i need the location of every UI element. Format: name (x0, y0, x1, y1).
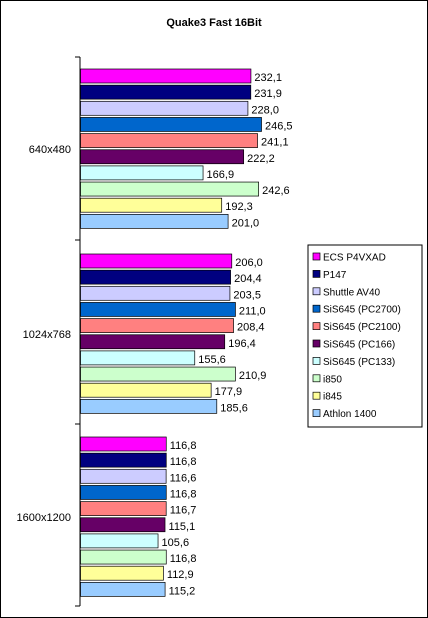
legend-swatch (312, 322, 321, 330)
legend-label: SiS645 (PC166) (323, 340, 395, 351)
bar (80, 100, 249, 116)
bar (80, 565, 164, 581)
bar (80, 68, 252, 84)
data-label: 155,6 (198, 354, 226, 366)
data-label: 116,7 (170, 505, 197, 517)
legend-swatch (312, 409, 321, 417)
bar (80, 84, 252, 100)
bar (80, 253, 233, 269)
data-label: 196,4 (228, 338, 256, 350)
bar (80, 581, 166, 597)
legend-label: ECS P4VXAD (323, 253, 386, 264)
legend-label: Athlon 1400 (323, 409, 377, 420)
data-label: 116,8 (170, 456, 197, 468)
bar (80, 181, 259, 197)
data-label: 116,8 (170, 440, 197, 452)
bar (80, 399, 218, 414)
bar (80, 350, 196, 366)
bar (80, 269, 231, 285)
legend-label: i850 (323, 374, 342, 385)
bar (80, 214, 229, 229)
legend: ECS P4VXAD P147 Shuttle AV40 SiS645 (PC2700… (307, 244, 423, 428)
category-label: 1024x768 (23, 329, 71, 341)
data-label: 204,4 (234, 273, 262, 285)
data-label: 115,2 (169, 585, 196, 597)
legend-box (307, 244, 423, 428)
data-label: 210,9 (239, 370, 267, 382)
data-label: 116,8 (170, 553, 197, 565)
bar (80, 382, 212, 398)
bar (80, 149, 245, 165)
legend-swatch (312, 339, 321, 348)
category-label: 1600x1200 (17, 512, 71, 524)
legend-swatch (312, 304, 321, 313)
data-label: 105,6 (162, 537, 190, 549)
bar (80, 285, 231, 301)
legend-swatch (312, 357, 321, 365)
legend-swatch (312, 270, 321, 278)
data-label: 177,9 (215, 386, 243, 398)
data-label: 246,5 (265, 120, 293, 132)
data-label: 222,2 (247, 153, 275, 165)
data-label: 115,1 (169, 521, 196, 533)
bar (80, 517, 166, 533)
legend-swatch (312, 287, 321, 296)
data-label: 201,0 (232, 217, 260, 229)
bar (80, 549, 167, 565)
legend-swatch (312, 374, 321, 383)
bar (80, 318, 234, 333)
bar (80, 533, 159, 549)
bar (80, 485, 167, 500)
data-label: 206,0 (235, 257, 263, 269)
legend-swatch (312, 391, 321, 400)
category-label: 640x480 (29, 144, 71, 156)
legend-label: P147 (323, 270, 347, 281)
bar (80, 334, 226, 350)
data-label: 116,6 (170, 472, 197, 484)
data-label: 203,5 (233, 289, 261, 301)
data-label: 241,1 (261, 137, 289, 149)
bar (80, 366, 236, 382)
legend-label: Shuttle AV40 (323, 287, 381, 298)
legend-swatch (312, 252, 321, 261)
data-label: 208,4 (237, 322, 265, 334)
data-label: 116,8 (170, 488, 197, 500)
data-label: 242,6 (262, 185, 290, 197)
data-label: 211,0 (239, 305, 266, 317)
bar (80, 501, 167, 516)
data-label: 112,9 (167, 569, 194, 581)
chart-title: Quake3 Fast 16Bit (166, 17, 262, 29)
legend-label: SiS645 (PC133) (323, 357, 395, 368)
data-label: 231,9 (254, 88, 282, 100)
data-label: 228,0 (251, 104, 279, 116)
bar (80, 452, 167, 468)
bar (80, 197, 223, 213)
bar (80, 133, 258, 148)
plot-area: 640x480 232,1 231,9 228,0 246,5 241,1 222,2 166… (17, 56, 293, 607)
bar (80, 436, 167, 452)
bar (80, 117, 262, 132)
legend-label: SiS645 (PC2700) (323, 305, 401, 316)
legend-label: SiS645 (PC2100) (323, 322, 401, 333)
data-label: 185,6 (220, 402, 248, 414)
bar (80, 302, 236, 317)
data-label: 232,1 (254, 72, 282, 84)
data-label: 166,9 (207, 169, 235, 181)
legend-label: i845 (323, 392, 342, 403)
bar (80, 165, 204, 181)
bar (80, 468, 167, 484)
data-label: 192,3 (225, 201, 253, 213)
